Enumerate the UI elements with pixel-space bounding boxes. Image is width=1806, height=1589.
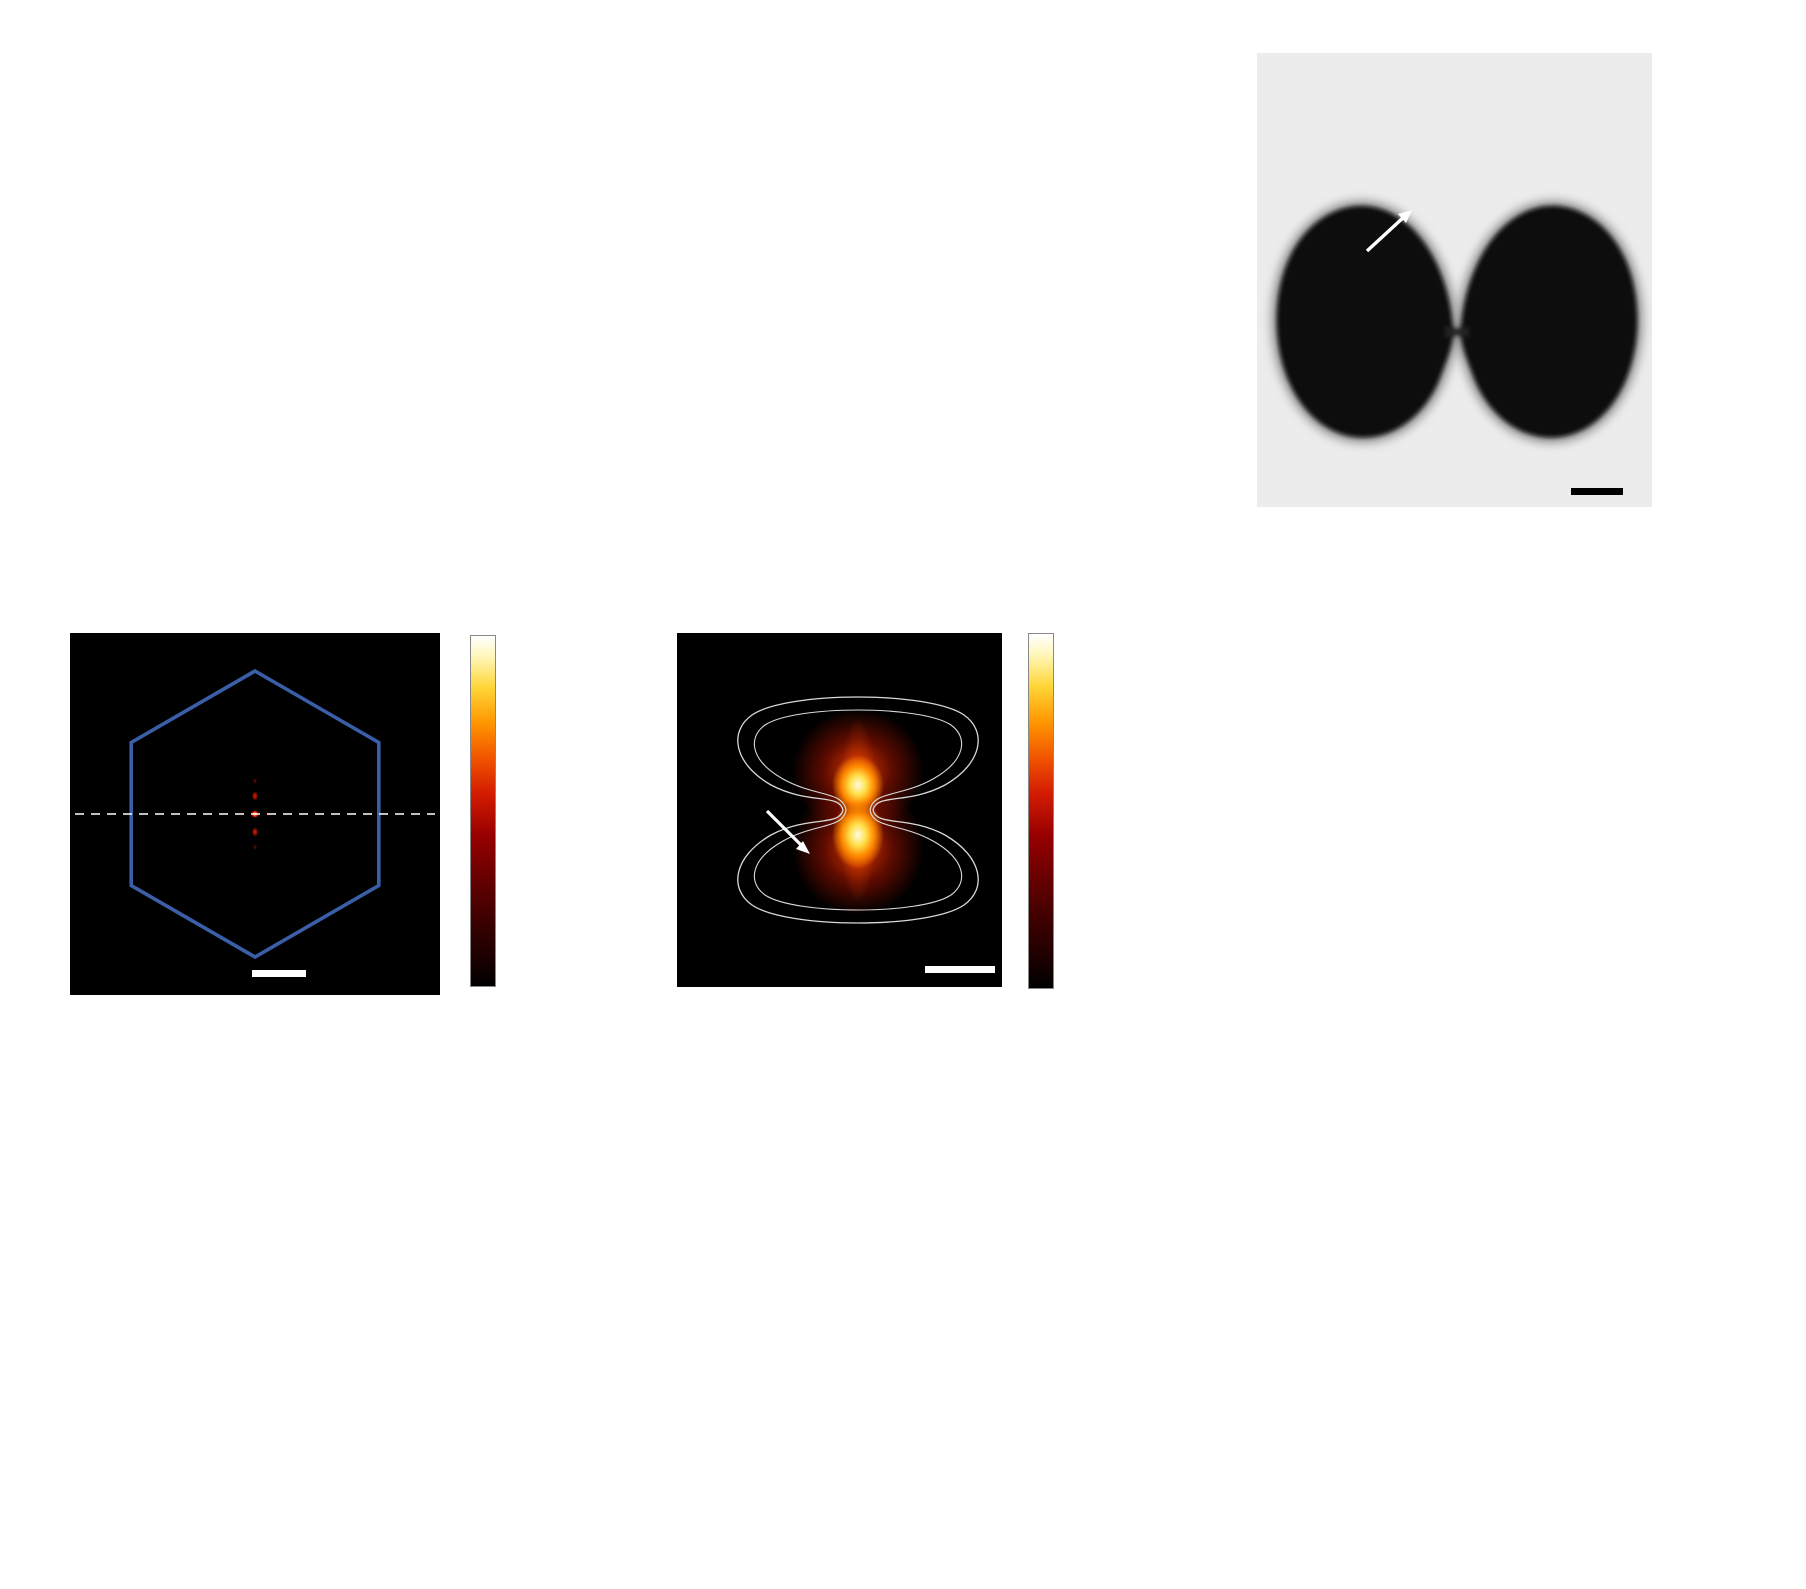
colorbar-e (1028, 633, 1054, 989)
scale-bar-d (252, 970, 306, 977)
field-hotspot-d (70, 633, 440, 995)
field-hotspot-e (677, 633, 1002, 987)
scale-bar-c (1571, 488, 1623, 495)
scale-bar-e (925, 966, 995, 973)
colorbar-d (470, 635, 496, 987)
scale-bar-b (973, 464, 1079, 472)
sem-image-photonic-crystal (678, 53, 1093, 505)
render-photonic-crystal-illustration (57, 47, 497, 505)
tem-image-background (1257, 53, 1652, 507)
